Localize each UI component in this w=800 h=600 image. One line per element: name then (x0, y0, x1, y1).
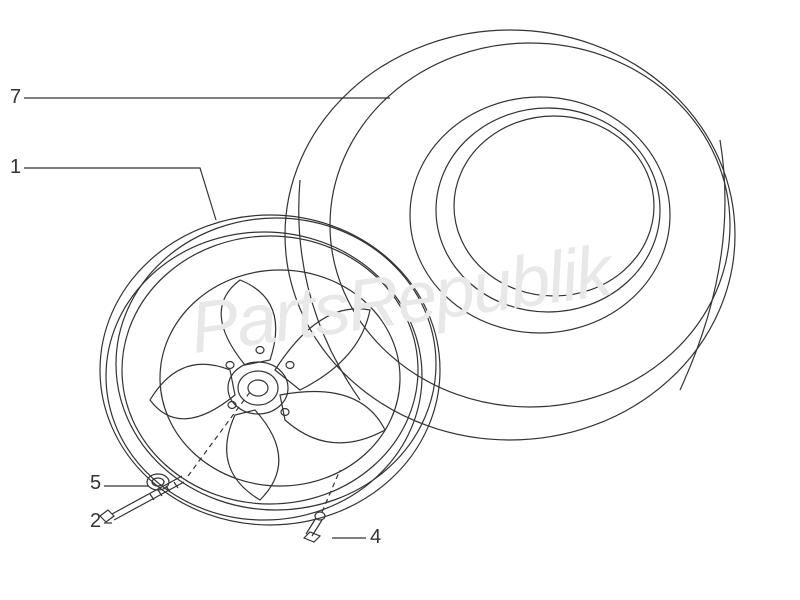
callout-label-2: 2 (90, 510, 101, 533)
callout-label-7: 7 (10, 86, 21, 109)
callout-label-4: 4 (370, 526, 381, 549)
callout-label-1: 1 (10, 156, 21, 179)
valve-group (304, 470, 340, 542)
rim-group (100, 215, 440, 525)
diagram-canvas: PartsRepublik (0, 0, 800, 600)
leader-lines (24, 98, 390, 538)
technical-drawing (0, 0, 800, 600)
callout-label-5: 5 (90, 472, 101, 495)
